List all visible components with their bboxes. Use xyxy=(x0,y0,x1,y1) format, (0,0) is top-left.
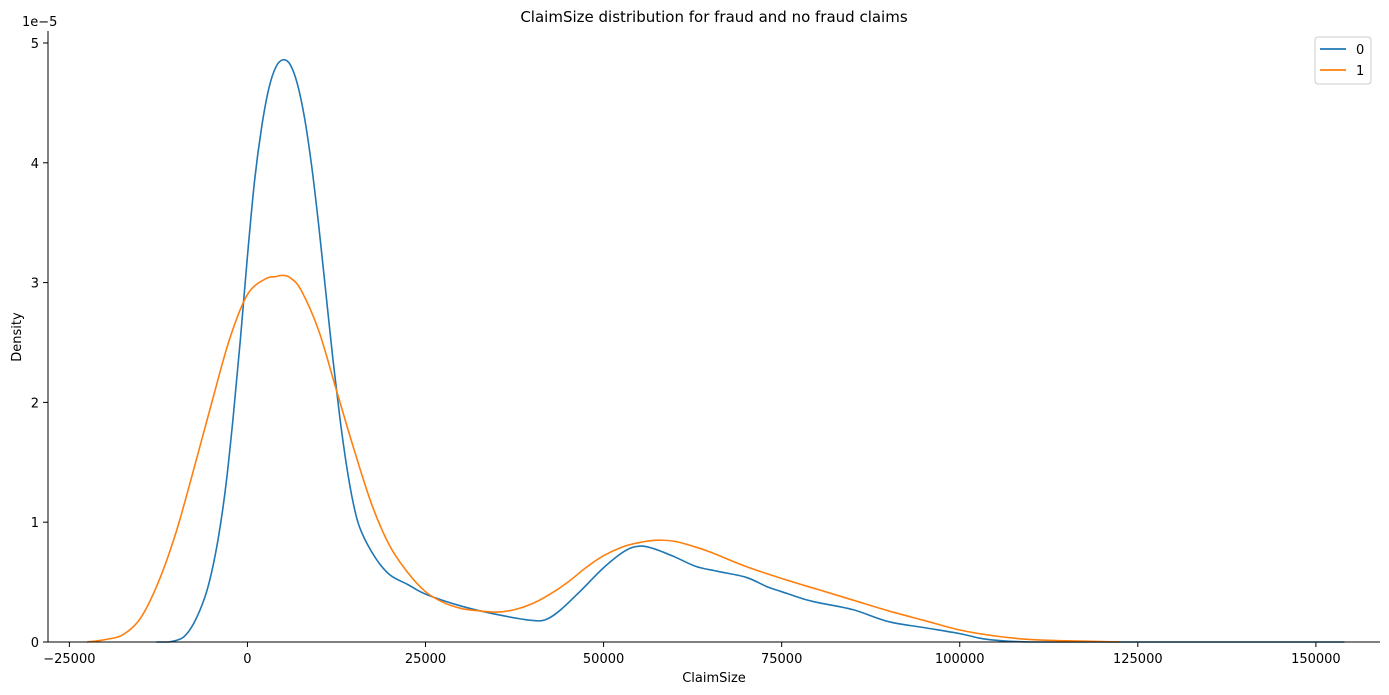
series-line-1 xyxy=(87,274,1121,643)
y-tick-label: 2 xyxy=(31,396,39,411)
x-tick-label: 0 xyxy=(243,652,251,667)
y-tick-label: 5 xyxy=(31,37,39,52)
x-tick-label: 50000 xyxy=(583,652,624,667)
y-tick-label: 0 xyxy=(31,636,39,651)
series-line-0 xyxy=(156,58,1345,643)
legend-label-0: 0 xyxy=(1356,43,1364,58)
y-tick-label: 3 xyxy=(31,277,39,292)
x-tick-label: 125000 xyxy=(1113,652,1163,667)
legend: 01 xyxy=(1314,36,1372,85)
y-tick-label: 4 xyxy=(31,157,39,172)
x-tick-label: 150000 xyxy=(1291,652,1341,667)
x-tick-label: 75000 xyxy=(761,652,802,667)
series-layer xyxy=(87,58,1345,643)
x-axis-ticks: −25000 0 25000 50000 75000 100000 125000 150000 xyxy=(43,642,1341,667)
y-axis-ticks: 0 1 2 3 4 5 xyxy=(31,37,48,651)
x-tick-label: 25000 xyxy=(405,652,446,667)
x-tick-label: 100000 xyxy=(935,652,985,667)
y-tick-label: 1 xyxy=(31,516,39,531)
x-tick-label: −25000 xyxy=(43,652,95,667)
x-axis-label: ClaimSize xyxy=(682,671,746,686)
legend-label-1: 1 xyxy=(1356,64,1364,79)
y-axis-label: Density xyxy=(10,312,25,362)
y-axis-offset-label: 1e−5 xyxy=(22,15,57,30)
chart-title: ClaimSize distribution for fraud and no … xyxy=(520,8,908,26)
